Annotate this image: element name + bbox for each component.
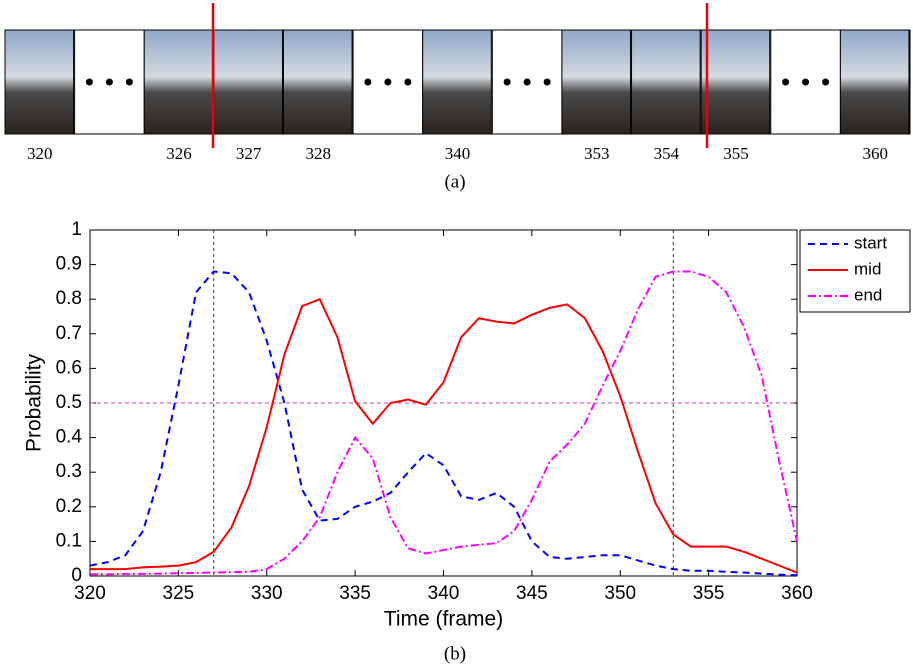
x-tick-label: 350 [604, 583, 636, 604]
ellipsis-dot [543, 78, 551, 86]
frame-image [839, 29, 910, 135]
frame-image [700, 29, 771, 135]
ellipsis-dot [125, 78, 133, 86]
x-tick-label: 340 [428, 583, 460, 604]
x-tick-label: 345 [516, 583, 548, 604]
ellipsis-dot [782, 78, 790, 86]
ellipsis-dot [523, 78, 531, 86]
legend-label: start [854, 233, 887, 252]
y-tick-label: 0.4 [56, 427, 83, 448]
frame-image [4, 29, 75, 135]
y-tick-label: 0.2 [56, 496, 82, 517]
frame-label: 326 [166, 144, 192, 163]
x-tick-label: 320 [74, 583, 106, 604]
y-tick-label: 1 [71, 219, 82, 240]
series-line [90, 270, 798, 576]
frame-label: 360 [862, 144, 888, 163]
frame-image [143, 29, 214, 135]
ellipsis-dot [404, 78, 412, 86]
filmstrip-border [4, 29, 911, 135]
y-tick-label: 0.5 [56, 392, 82, 413]
ellipsis-dot [384, 78, 392, 86]
legend-label: mid [854, 259, 881, 278]
frame-image [213, 29, 283, 135]
x-tick-label: 325 [163, 583, 195, 604]
caption-b: (b) [444, 643, 466, 664]
y-tick-label: 0 [71, 565, 82, 586]
x-tick-label: 330 [251, 583, 283, 604]
x-axis-label: Time (frame) [384, 608, 503, 631]
ellipsis-dot [85, 78, 93, 86]
frame-label: 327 [236, 144, 262, 163]
series-line [90, 297, 798, 574]
y-tick-label: 0.7 [56, 323, 82, 344]
series-line [89, 270, 798, 577]
frame-label: 355 [723, 144, 749, 163]
ellipsis-dot [822, 78, 830, 86]
x-tick-label: 355 [693, 583, 725, 604]
frame-image [422, 29, 492, 135]
frame-label: 353 [584, 144, 610, 163]
frame-label: 354 [654, 144, 680, 163]
legend-label: end [854, 285, 882, 304]
caption-a: (a) [444, 171, 465, 192]
x-tick-label: 360 [781, 583, 813, 604]
y-axis-label: Probability [23, 353, 46, 452]
frame-image [282, 29, 353, 135]
y-tick-label: 0.1 [56, 530, 82, 551]
ellipsis-dot [364, 78, 372, 86]
ellipsis-dot [802, 78, 810, 86]
y-tick-label: 0.9 [56, 254, 82, 275]
y-tick-label: 0.3 [56, 461, 82, 482]
frame-image [561, 29, 632, 135]
frame-label: 320 [27, 144, 53, 163]
y-tick-label: 0.8 [56, 288, 82, 309]
ellipsis-dot [503, 78, 511, 86]
ellipsis-dot [105, 78, 113, 86]
frame-label: 328 [306, 144, 332, 163]
frame-image [631, 29, 701, 135]
frame-label: 340 [445, 144, 471, 163]
x-tick-label: 335 [339, 583, 371, 604]
y-tick-label: 0.6 [56, 357, 82, 378]
